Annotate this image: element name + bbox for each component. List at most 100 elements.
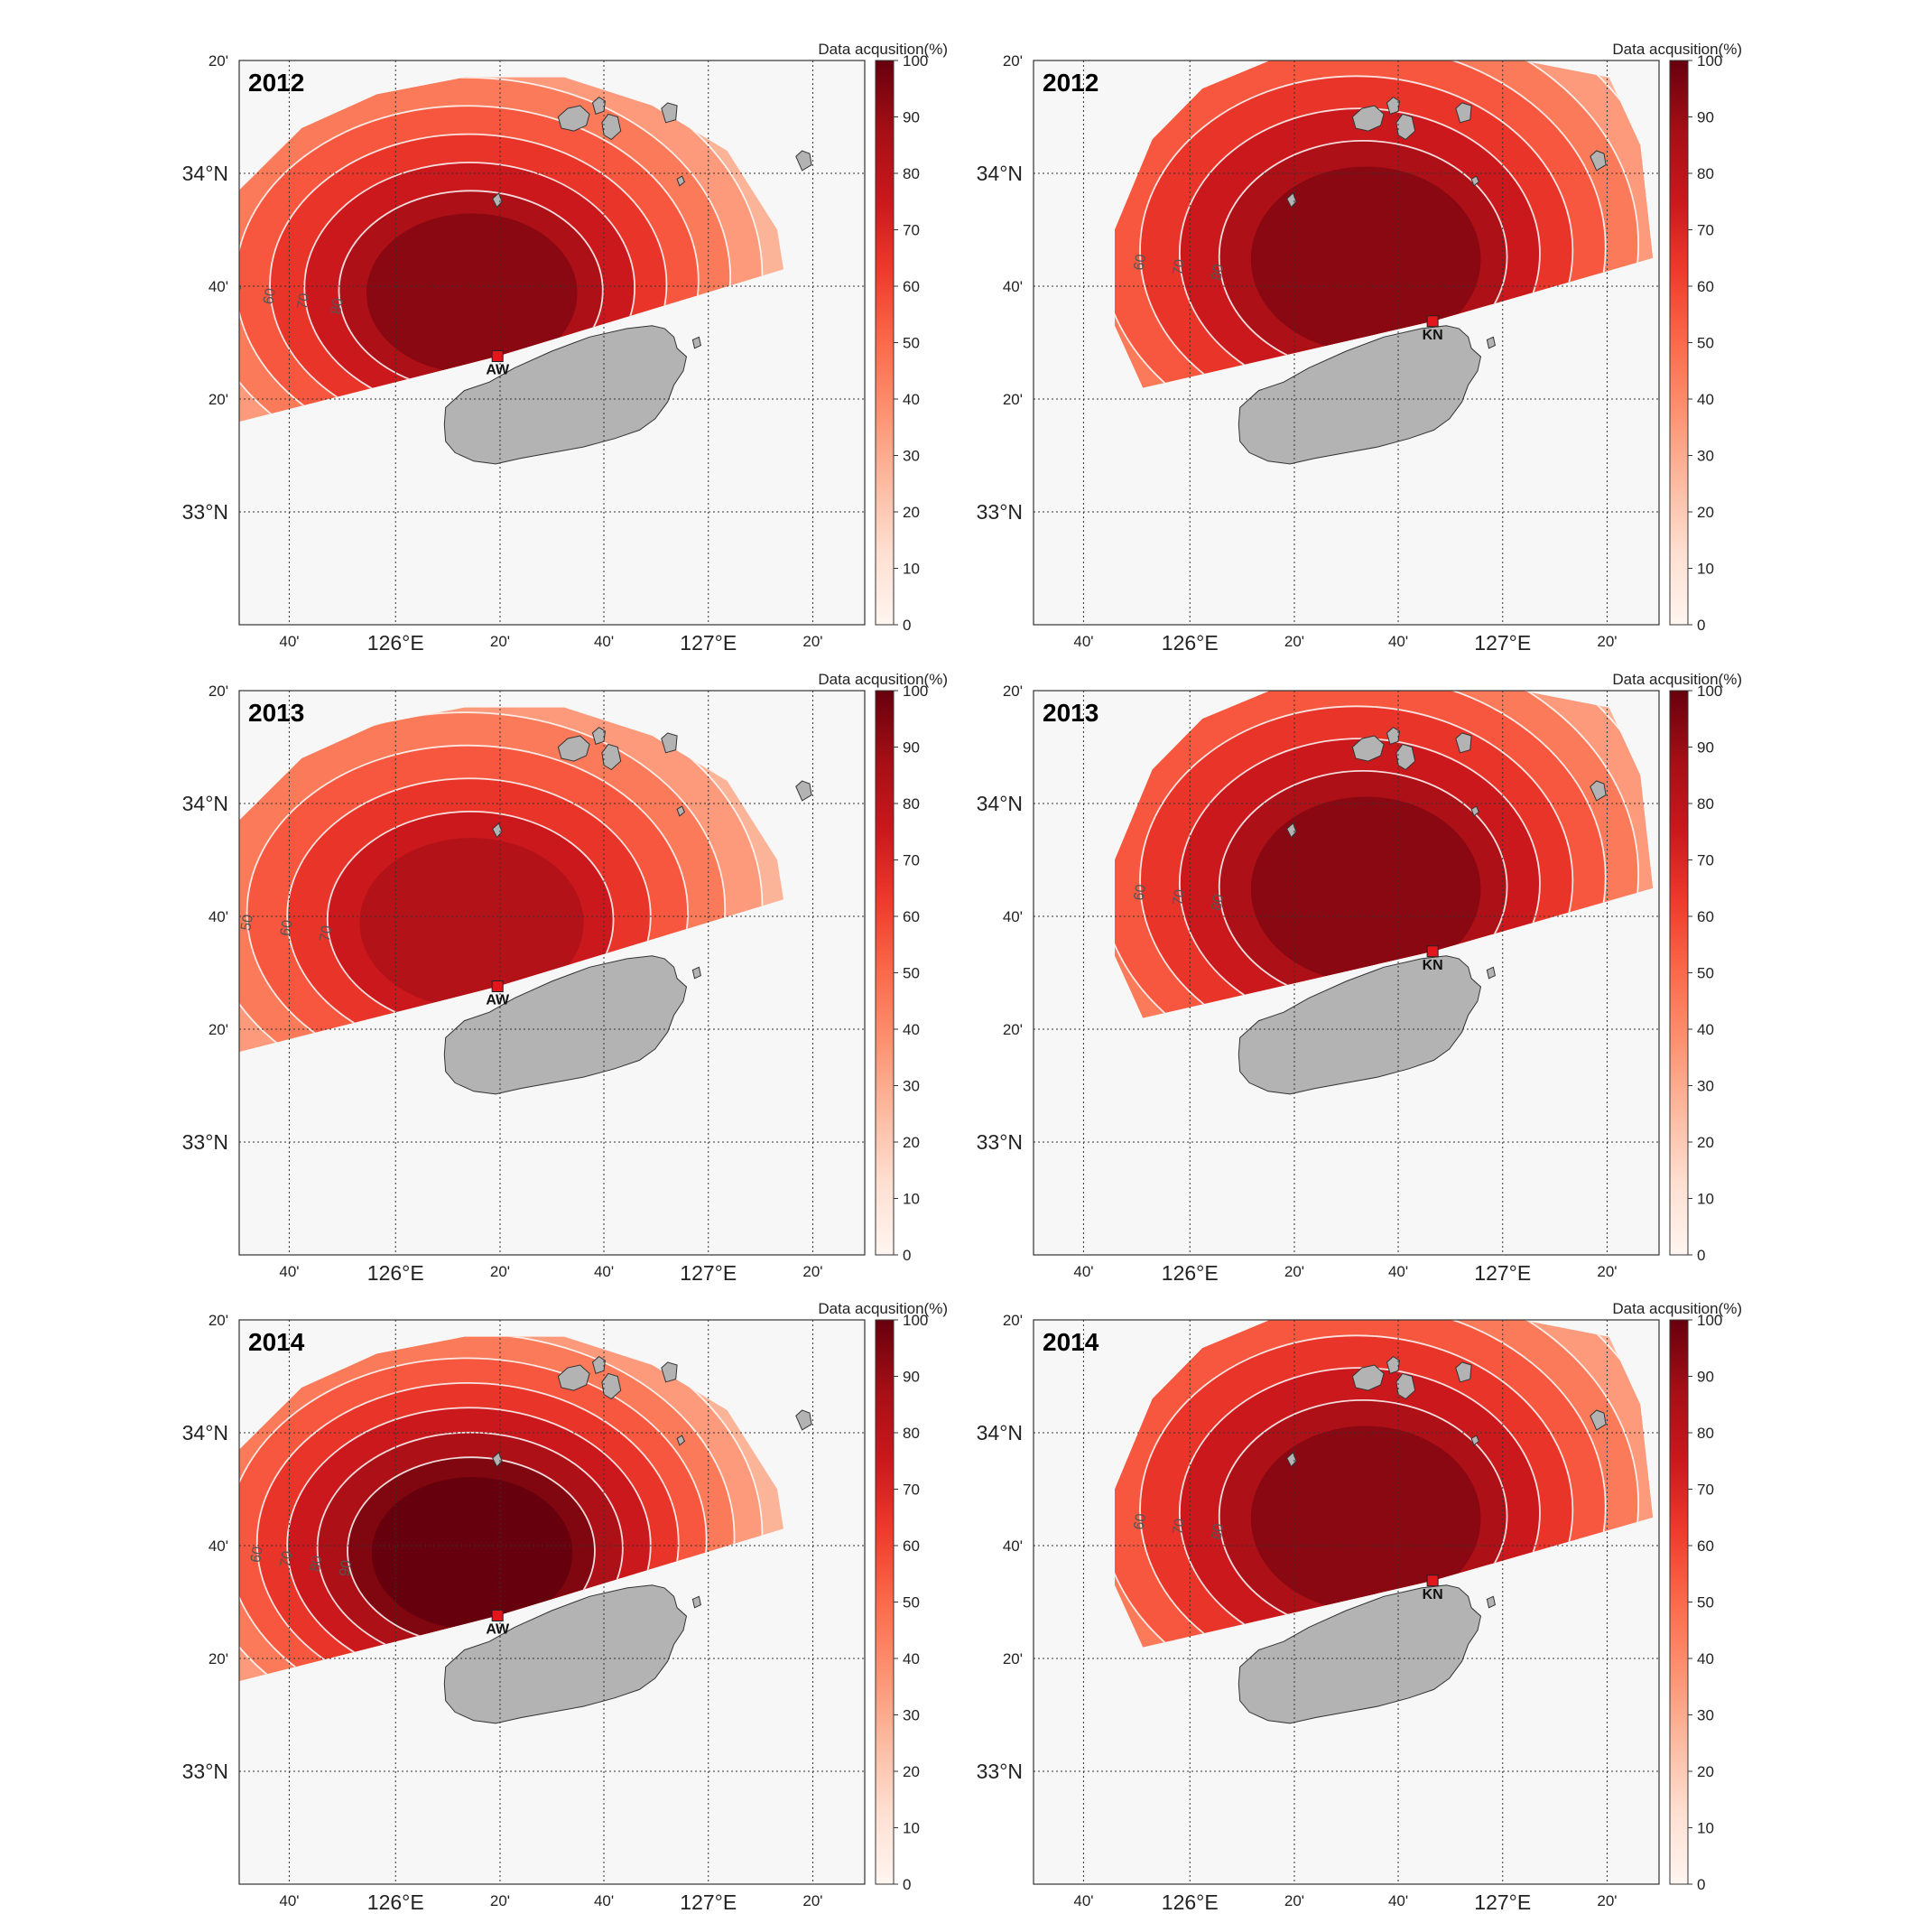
station-marker — [1426, 945, 1439, 958]
contour-label-30: 30 — [1015, 1498, 1033, 1517]
small-island — [795, 150, 812, 172]
small-island — [1486, 336, 1496, 349]
small-island — [676, 805, 686, 817]
year-label: 2012 — [248, 69, 304, 97]
contour-label-30: 30 — [1015, 238, 1033, 257]
latitude-ticks: 20' 34°N 40' 20' 33°N — [977, 1312, 1023, 1783]
latitude-ticks: 20' 34°N 40' 20' 33°N — [977, 52, 1023, 524]
map-svg-kn-2014: 30 40 50 60 70 80 20' 34°N 40' 20' 33°N 40' 126°E 20'… — [977, 1300, 1742, 1914]
lat-tick-label: 20' — [1003, 52, 1023, 70]
lon-tick-label: 40' — [1073, 633, 1093, 650]
lat-tick-label: 33°N — [182, 1760, 228, 1783]
contour-line-60 — [255, 1381, 680, 1682]
lon-tick-label: 20' — [490, 633, 510, 650]
lat-tick-label: 34°N — [977, 162, 1023, 185]
lon-tick-label: 40' — [594, 633, 614, 650]
contour-line-40 — [239, 77, 732, 423]
contour-label-60: 60 — [248, 1546, 266, 1565]
lat-tick-label: 20' — [209, 1021, 228, 1038]
small-island — [1470, 1435, 1480, 1446]
map-frame — [238, 60, 866, 626]
colorbar-title: Data acqusition(%) — [1612, 41, 1742, 58]
colorbar-tick-label: 70 — [903, 1482, 920, 1499]
contour-line-30 — [239, 1336, 764, 1682]
colorbar-tick-label: 30 — [903, 1078, 920, 1095]
lat-tick-label: 40' — [1003, 1537, 1023, 1555]
graticule — [1034, 1319, 1659, 1884]
contour-line-70 — [1178, 107, 1541, 388]
year-label: 2013 — [248, 699, 304, 727]
station-marker — [1426, 315, 1439, 328]
small-island — [795, 780, 812, 802]
lat-tick-label: 20' — [209, 52, 228, 70]
land — [1238, 96, 1607, 465]
contour-line-40 — [1115, 1320, 1640, 1648]
lon-tick-label: 127°E — [680, 631, 737, 655]
lon-tick-label: 127°E — [1474, 1890, 1531, 1914]
small-island — [1486, 966, 1496, 980]
colorbar-tick-label: 50 — [1697, 335, 1714, 352]
longitude-ticks: 40' 126°E 20' 40' 127°E 20' — [1073, 631, 1617, 655]
small-island — [691, 336, 701, 349]
longitude-ticks: 40' 126°E 20' 40' 127°E 20' — [279, 1261, 822, 1285]
station-label: KN — [1423, 1587, 1443, 1602]
lon-tick-label: 127°E — [1474, 631, 1531, 655]
colorbar-tick-label: 90 — [1697, 739, 1714, 757]
colorbar-tick-label: 10 — [1697, 1191, 1714, 1208]
contour-label-30: 30 — [1015, 868, 1033, 887]
lon-tick-label: 20' — [1284, 1263, 1304, 1280]
station-label: AW — [486, 363, 510, 378]
small-island — [1455, 732, 1472, 754]
contour-label-70: 70 — [1171, 1518, 1189, 1537]
map-frame — [1033, 690, 1660, 1256]
small-island — [601, 743, 622, 771]
latitude-ticks: 20' 34°N 40' 20' 33°N — [182, 52, 228, 524]
colorbar-title: Data acqusition(%) — [818, 41, 948, 58]
latitude-ticks: 20' 34°N 40' 20' 33°N — [182, 683, 228, 1154]
contour-line-40 — [1115, 60, 1640, 388]
colorbar-tick-label: 40 — [1697, 1021, 1714, 1038]
contour-line-60 — [1139, 1334, 1574, 1648]
colorbar-tick-label: 90 — [903, 109, 920, 126]
lon-tick-label: 40' — [279, 1892, 299, 1909]
colorbar-tick-label: 30 — [1697, 1707, 1714, 1724]
map-panel-aw-2012: 30 40 50 60 70 80 20' 34°N 40' 20' 33°N 40' 126°E 20'… — [167, 41, 1070, 691]
lat-tick-label: 34°N — [977, 792, 1023, 815]
lon-tick-label: 40' — [594, 1263, 614, 1280]
small-island — [1470, 805, 1480, 817]
map-area: 30 40 50 60 70 — [160, 691, 865, 1255]
contour-line-50 — [1115, 60, 1607, 388]
colorbar-tick-label: 100 — [903, 1312, 928, 1329]
small-island — [1386, 96, 1400, 116]
graticule — [239, 60, 865, 625]
map-panel-kn-2012: 30 40 50 60 70 80 20' 34°N 40' 20' 33°N 40' 126°E 20'… — [961, 41, 1864, 691]
colorbar-tick-label: 30 — [903, 448, 920, 465]
year-label: 2014 — [1043, 1328, 1099, 1356]
small-island — [1590, 1409, 1607, 1431]
small-island — [1395, 743, 1416, 771]
colorbar-tick-label: 70 — [1697, 852, 1714, 869]
colorbar-tick-label: 80 — [1697, 795, 1714, 813]
small-island — [676, 175, 686, 187]
lat-tick-label: 40' — [1003, 278, 1023, 295]
lat-tick-label: 40' — [209, 1537, 228, 1555]
lon-tick-label: 126°E — [367, 631, 424, 655]
contour-label-80: 80 — [1210, 263, 1228, 282]
land — [443, 1355, 812, 1724]
lon-tick-label: 20' — [802, 633, 822, 650]
map-frame — [1033, 1319, 1660, 1885]
contour-line-40 — [239, 1336, 736, 1682]
small-island — [1590, 780, 1607, 802]
colorbar-tick-label: 60 — [1697, 1537, 1714, 1555]
lon-tick-label: 20' — [490, 1892, 510, 1909]
colorbar-tick-label: 80 — [1697, 165, 1714, 182]
station-marker — [491, 980, 504, 992]
colorbar-tick-label: 100 — [903, 52, 928, 70]
contour-label-30: 30 — [160, 902, 178, 921]
contour-line-70 — [1178, 1367, 1541, 1648]
